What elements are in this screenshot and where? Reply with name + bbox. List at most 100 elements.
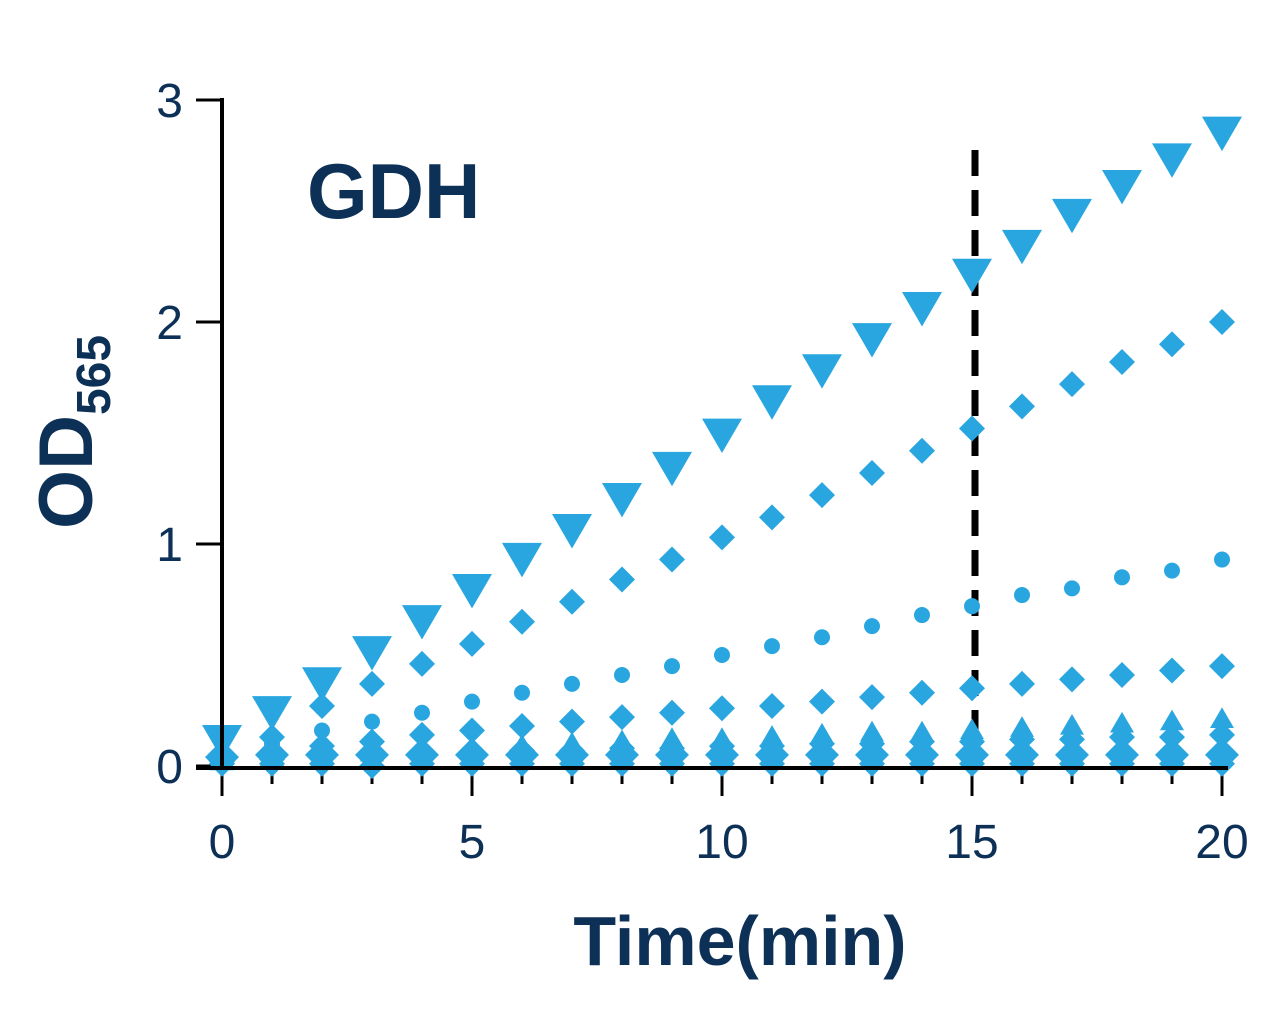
data-point-diamond (359, 670, 385, 697)
data-point-diamond (1109, 750, 1135, 777)
data-point-diamond (759, 750, 785, 777)
data-point-diamond (959, 675, 985, 702)
data-point-diamond (709, 524, 735, 551)
y-axis-title: OD565 (24, 335, 121, 529)
data-point-diamond (1059, 750, 1085, 777)
data-point-diamond (709, 750, 735, 777)
data-point-circle (564, 675, 580, 692)
data-point-circle (414, 704, 430, 721)
data-point-diamond (1159, 750, 1185, 777)
y-axis-title-subscript: 565 (68, 335, 121, 415)
data-point-diamond (809, 688, 835, 715)
data-point-circle (364, 713, 380, 730)
data-point-circle (1114, 569, 1130, 586)
series-3 (214, 551, 1230, 768)
data-point-triangle-down (602, 482, 642, 518)
data-point-triangle-down (452, 574, 492, 609)
data-point-diamond (459, 630, 485, 657)
data-point-circle (514, 684, 530, 701)
data-point-diamond (1059, 371, 1085, 398)
data-point-circle (1064, 580, 1080, 597)
data-point-triangle-down (402, 605, 442, 640)
data-point-triangle-up (1160, 709, 1184, 731)
data-point-triangle-down (552, 514, 592, 549)
data-point-circle (614, 666, 630, 683)
data-point-diamond (559, 588, 585, 615)
data-point-diamond (559, 708, 585, 735)
data-point-circle (764, 638, 780, 655)
x-axis-title: Time(min) (573, 902, 906, 980)
data-point-triangle-down (1152, 143, 1192, 178)
data-point-triangle-down (902, 292, 942, 327)
data-point-diamond (1209, 653, 1235, 680)
data-point-diamond (859, 684, 885, 711)
data-point-diamond (259, 750, 285, 777)
x-tick-label: 15 (945, 816, 998, 869)
data-point-diamond (1009, 670, 1035, 697)
data-point-triangle-down (1102, 169, 1142, 205)
data-point-diamond (459, 750, 485, 777)
data-point-diamond (1109, 348, 1135, 375)
data-point-triangle-up (1210, 707, 1234, 729)
data-point-diamond (459, 717, 485, 744)
data-point-triangle-down (852, 323, 892, 358)
data-point-circle (864, 618, 880, 635)
data-point-circle (1014, 587, 1030, 604)
data-point-circle (914, 607, 930, 624)
data-point-diamond (409, 750, 435, 777)
y-tick-label: 3 (156, 75, 183, 128)
data-point-circle (714, 647, 730, 663)
data-point-diamond (1109, 724, 1135, 751)
data-point-diamond (509, 713, 535, 740)
data-point-circle (1214, 551, 1230, 568)
data-point-diamond (1109, 661, 1135, 688)
data-point-triangle-down (1202, 116, 1242, 152)
data-point-diamond (1209, 750, 1235, 777)
data-point-triangle-down (1002, 229, 1042, 265)
data-point-diamond (909, 437, 935, 464)
data-point-triangle-down (952, 258, 992, 294)
data-point-diamond (709, 695, 735, 722)
data-point-triangle-down (802, 354, 842, 389)
data-point-triangle-down (752, 385, 792, 420)
data-point-triangle-down (502, 542, 542, 578)
data-point-diamond (509, 608, 535, 635)
data-point-circle (814, 629, 830, 646)
data-point-diamond (309, 750, 335, 777)
panel-label: GDH (307, 147, 480, 235)
y-tick-label: 2 (156, 297, 183, 350)
data-point-diamond (559, 750, 585, 777)
data-point-triangle-up (1060, 714, 1084, 735)
data-point-diamond (959, 750, 985, 777)
data-point-diamond (909, 679, 935, 706)
data-point-triangle-down (302, 667, 342, 702)
data-point-diamond (1209, 721, 1235, 748)
x-tick-label: 20 (1195, 816, 1248, 869)
data-point-triangle-down (252, 696, 292, 731)
data-point-diamond (1059, 666, 1085, 693)
data-point-triangle-up (1110, 711, 1134, 733)
data-point-circle (1164, 562, 1180, 579)
data-point-diamond (909, 750, 935, 777)
data-point-diamond (1009, 393, 1035, 420)
x-tick-label: 0 (209, 816, 236, 869)
data-point-circle (464, 693, 480, 710)
data-point-diamond (409, 650, 435, 677)
data-point-diamond (509, 750, 535, 777)
data-point-circle (964, 598, 980, 615)
data-markers (202, 116, 1242, 779)
y-tick-label: 1 (156, 519, 183, 572)
data-point-diamond (1159, 724, 1185, 751)
data-point-diamond (409, 721, 435, 748)
data-point-triangle-down (652, 451, 692, 487)
y-axis-title-main: OD (24, 415, 109, 529)
data-point-triangle-down (702, 418, 742, 453)
data-point-diamond (609, 750, 635, 777)
data-point-diamond (659, 546, 685, 573)
data-point-diamond (609, 566, 635, 593)
data-point-diamond (809, 750, 835, 777)
data-point-diamond (859, 750, 885, 777)
data-point-diamond (609, 704, 635, 731)
data-point-diamond (1209, 309, 1235, 335)
